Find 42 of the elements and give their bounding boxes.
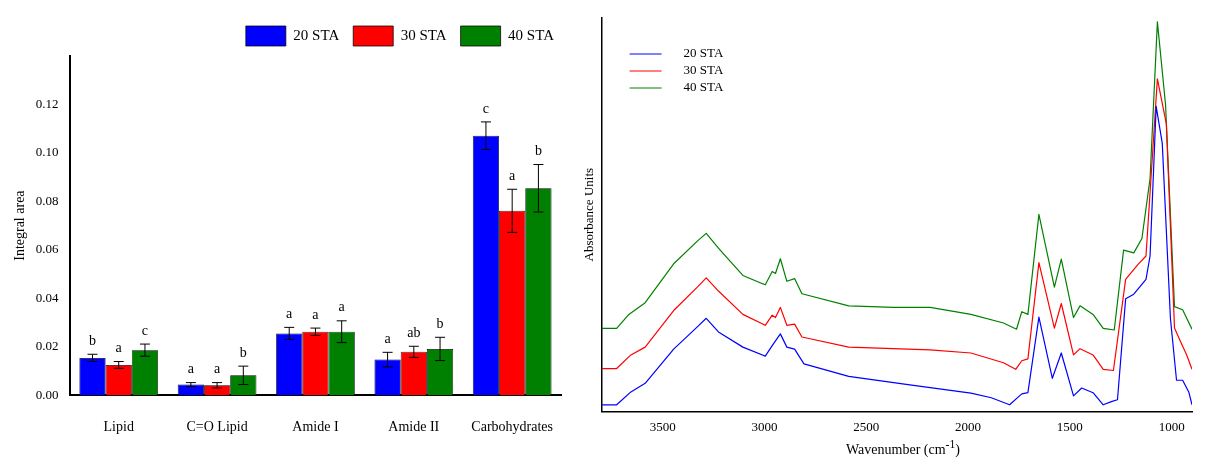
data-label: b: [89, 332, 96, 348]
y-tick-label: 0.08: [35, 192, 59, 208]
legend-label: 30 STA: [400, 26, 447, 43]
y-axis-title: Integral area: [12, 189, 28, 261]
x-tick-label: Amide II: [388, 419, 440, 435]
legend-label: 40 STA: [683, 79, 724, 95]
x-tick-label: 1000: [1158, 418, 1185, 434]
data-label: a: [286, 306, 294, 322]
x-tick-label: 3500: [649, 418, 676, 434]
y-axis-title: Absorbance Units: [581, 167, 597, 262]
data-label: a: [338, 299, 346, 315]
x-tick-label: 1500: [1056, 418, 1083, 434]
data-label: b: [239, 344, 247, 360]
y-tick-label: 0.02: [35, 338, 59, 354]
x-tick-label: Amide I: [292, 419, 339, 435]
x-axis-title: Wavenumber (cm$^{-1}$): [845, 438, 961, 458]
x-tick-label: 3000: [751, 418, 778, 434]
y-tick-label: 0.10: [35, 144, 59, 160]
data-label: a: [384, 330, 392, 346]
y-tick-label: 0.06: [35, 241, 60, 257]
legend-label: 20 STA: [293, 26, 340, 43]
legend-label: 20 STA: [683, 45, 724, 61]
x-tick-label: 2000: [955, 418, 982, 434]
data-label: c: [482, 100, 490, 116]
data-label: b: [436, 315, 444, 331]
data-label: a: [509, 167, 517, 183]
y-tick-label: 0.12: [35, 95, 59, 111]
data-label: ab: [407, 324, 421, 340]
data-label: a: [213, 361, 221, 377]
data-label: a: [187, 361, 195, 377]
x-tick-label: Lipid: [103, 419, 134, 435]
y-tick-label: 0.00: [35, 386, 59, 402]
legend-label: 30 STA: [683, 62, 724, 78]
x-tick-label: C=O Lipid: [186, 419, 248, 435]
data-label: b: [534, 143, 542, 159]
data-label: c: [141, 322, 149, 338]
y-tick-label: 0.04: [35, 289, 60, 305]
data-label: a: [115, 340, 123, 356]
legend-label: 40 STA: [508, 26, 555, 43]
x-tick-label: Carbohydrates: [471, 419, 554, 435]
data-label: a: [312, 306, 320, 322]
x-tick-label: 2500: [853, 418, 880, 434]
